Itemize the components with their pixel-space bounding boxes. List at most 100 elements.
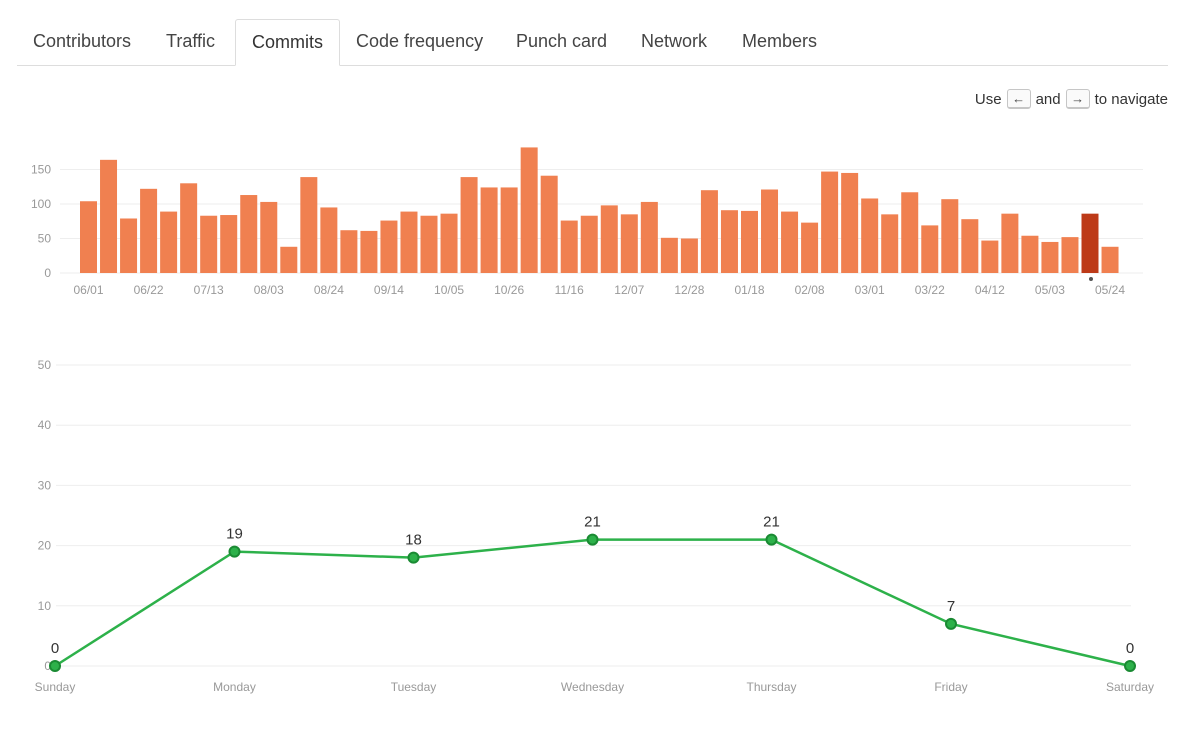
bar-chart-x-tick-label: 05/24	[1095, 283, 1125, 297]
line-chart-y-tick-label: 20	[38, 539, 52, 553]
nav-hint-use: Use	[974, 90, 1002, 108]
week-bar[interactable]	[520, 147, 538, 273]
line-chart-y-tick-label: 0	[44, 659, 51, 673]
line-chart-y-tick-label: 30	[38, 478, 52, 492]
week-bar[interactable]	[801, 222, 819, 273]
week-bar[interactable]	[440, 213, 458, 273]
week-bar[interactable]	[1041, 241, 1059, 273]
week-bar[interactable]	[821, 171, 839, 273]
week-bar[interactable]	[480, 187, 498, 273]
week-bar[interactable]	[300, 177, 318, 273]
tab-punch-card[interactable]: Punch card	[516, 31, 608, 51]
week-bar[interactable]	[400, 211, 418, 273]
week-bar[interactable]	[1021, 235, 1039, 273]
line-chart-y-tick-label: 10	[38, 599, 52, 613]
week-bar[interactable]	[460, 177, 478, 273]
data-point[interactable]	[765, 533, 778, 546]
week-bar[interactable]	[861, 198, 879, 273]
data-point[interactable]	[945, 617, 957, 630]
week-bar[interactable]	[540, 175, 558, 273]
bar-chart-x-tick-label: 09/14	[374, 283, 404, 297]
week-bar[interactable]	[240, 195, 258, 273]
week-bar[interactable]	[660, 237, 678, 273]
week-bar[interactable]	[340, 230, 358, 273]
week-bar[interactable]	[280, 246, 298, 273]
line-chart-y-tick-label: 50	[38, 358, 52, 372]
bar-chart-x-tick-label: 06/01	[73, 283, 103, 297]
data-point[interactable]	[407, 551, 420, 564]
data-point[interactable]	[586, 533, 599, 546]
week-bar[interactable]	[841, 172, 859, 273]
week-bar[interactable]	[981, 240, 999, 273]
bar-chart-x-tick-label: 05/03	[1035, 283, 1065, 297]
week-bar[interactable]	[680, 238, 698, 274]
bar-chart-y-tick-label: 50	[38, 232, 52, 246]
week-bar[interactable]	[80, 201, 97, 273]
week-bar[interactable]	[200, 215, 218, 273]
week-bar[interactable]	[220, 215, 238, 273]
data-point-label: 21	[763, 514, 780, 531]
line-chart-x-tick-label: Saturday	[1106, 680, 1154, 694]
week-bar[interactable]	[740, 210, 758, 273]
week-bar[interactable]	[941, 199, 959, 273]
selected-week-marker-icon	[1089, 277, 1093, 281]
week-bar[interactable]	[560, 220, 578, 273]
bar-chart-x-tick-label: 03/01	[855, 283, 885, 297]
week-bar[interactable]	[380, 220, 398, 273]
line-chart-x-tick-label: Tuesday	[391, 680, 437, 694]
week-bar[interactable]	[1061, 237, 1079, 273]
data-point[interactable]	[1124, 660, 1136, 672]
week-bar[interactable]	[901, 192, 919, 273]
bar-chart-x-tick-label: 12/28	[674, 283, 704, 297]
week-bar[interactable]	[881, 214, 899, 273]
week-bar[interactable]	[600, 205, 618, 273]
week-bar[interactable]	[160, 211, 178, 273]
week-bar[interactable]	[120, 218, 138, 273]
week-bar[interactable]	[180, 183, 198, 273]
week-bar[interactable]	[761, 189, 779, 273]
bar-chart-x-tick-label: 10/26	[494, 283, 524, 297]
data-point-label: 18	[405, 532, 422, 549]
data-point[interactable]	[49, 660, 61, 672]
bar-chart-x-tick-label: 11/16	[555, 283, 584, 297]
tab-network[interactable]: Network	[641, 31, 708, 51]
week-bar[interactable]	[100, 159, 118, 273]
right-arrow-key-icon: →	[1065, 89, 1090, 109]
data-point-label: 21	[584, 514, 601, 531]
week-bar[interactable]	[640, 201, 658, 273]
data-point-label: 19	[226, 526, 243, 543]
bar-chart-x-tick-label: 02/08	[795, 283, 825, 297]
tab-contributors[interactable]: Contributors	[33, 31, 132, 51]
data-point[interactable]	[228, 545, 241, 558]
week-bar[interactable]	[781, 211, 799, 273]
left-arrow-key-icon: ←	[1006, 89, 1031, 109]
week-bar[interactable]	[500, 187, 518, 273]
commits-by-weekday-line-chart: 0 10 20 30 40 50 0 19 18 21 21 7 0 Sunday Monday Tuesda…	[35, 358, 1154, 694]
nav-hint-to-navigate: to navigate	[1094, 90, 1168, 108]
bar-chart-x-tick-label: 10/05	[434, 283, 464, 297]
week-bar[interactable]	[620, 214, 638, 273]
week-bar[interactable]	[420, 215, 438, 273]
week-bar[interactable]	[1001, 213, 1019, 273]
tab-traffic[interactable]: Traffic	[166, 31, 216, 51]
data-point-label: 0	[51, 640, 59, 657]
week-bar[interactable]	[921, 225, 939, 273]
tab-commits[interactable]: Commits	[235, 19, 340, 66]
bar-chart-y-tick-label: 0	[44, 266, 51, 280]
weekly-commits-bar-chart: 0 50 100 150 06/01 06/22 07/13 08/03 08/24 09/14 1…	[31, 147, 1143, 297]
data-point-label: 0	[1126, 640, 1134, 657]
week-bar[interactable]	[360, 230, 378, 273]
week-bar[interactable]	[140, 188, 158, 273]
bar-chart-x-tick-label: 07/13	[194, 283, 224, 297]
tab-members[interactable]: Members	[742, 31, 818, 51]
tab-code-frequency[interactable]: Code frequency	[356, 31, 484, 51]
week-bar[interactable]	[260, 201, 278, 273]
week-bar[interactable]	[320, 207, 338, 273]
week-bar[interactable]	[961, 219, 979, 273]
week-bar[interactable]	[580, 215, 598, 273]
week-bar[interactable]	[700, 190, 718, 273]
week-bar[interactable]	[1101, 246, 1119, 273]
selected-week-bar[interactable]	[1081, 213, 1099, 273]
week-bar[interactable]	[720, 210, 738, 273]
bar-chart-y-tick-label: 150	[31, 163, 51, 177]
